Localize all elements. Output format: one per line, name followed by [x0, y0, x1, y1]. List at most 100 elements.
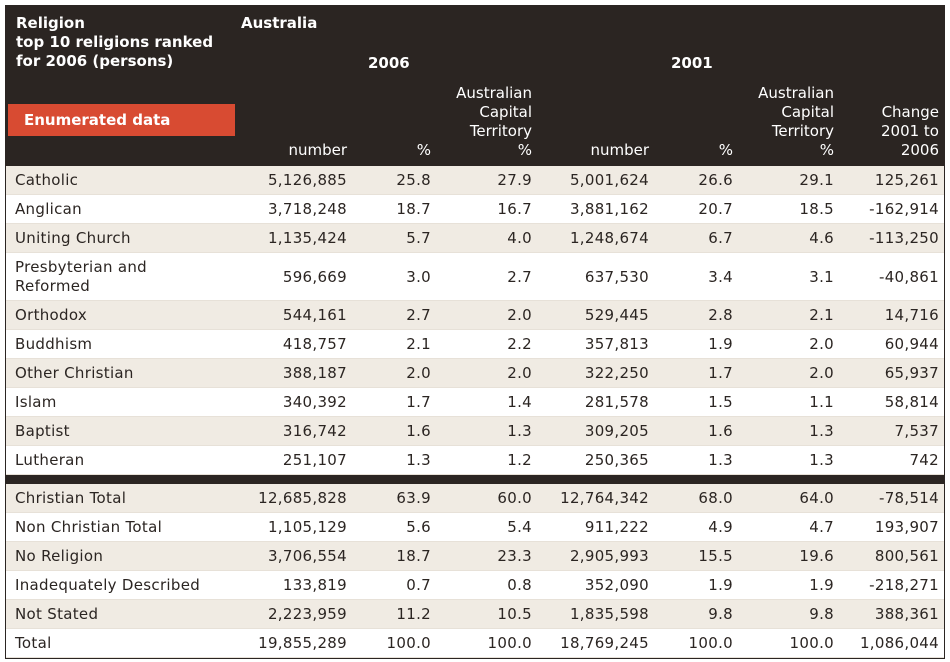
row-label: Catholic	[15, 171, 79, 189]
cell-number-2001: 2,905,993	[569, 547, 649, 565]
col-header-line: %	[819, 141, 834, 159]
table-row: Buddhism 418,757 2.1 2.2 357,813 1.9 2.0 60,944	[6, 330, 944, 359]
table-row: Not Stated 2,223,959 11.2 10.5 1,835,598 9.8 9…	[6, 600, 944, 629]
row-label: Not Stated	[15, 605, 99, 623]
cell-act-pct-2001: 2.0	[809, 335, 834, 353]
cell-act-pct-2006: 2.7	[507, 268, 532, 286]
cell-number-2006: 596,669	[282, 268, 347, 286]
cell-act-pct-2006: 100.0	[487, 634, 532, 652]
cell-pct-2006: 1.7	[406, 393, 431, 411]
cell-act-pct-2001: 9.8	[809, 605, 834, 623]
title-line: top 10 religions ranked	[16, 33, 214, 51]
cell-change: -218,271	[869, 576, 939, 594]
cell-change: 14,716	[884, 306, 939, 324]
cell-pct-2006: 1.6	[406, 422, 431, 440]
cell-act-pct-2001: 1.9	[809, 576, 834, 594]
enumerated-data-badge: Enumerated data	[8, 104, 235, 136]
title-line: for 2006 (persons)	[16, 52, 174, 70]
cell-pct-2006: 63.9	[396, 489, 431, 507]
cell-number-2006: 1,135,424	[267, 229, 347, 247]
cell-pct-2006: 100.0	[386, 634, 431, 652]
col-header-act-2006: Australian Capital Territory %	[456, 84, 532, 160]
table-row: Anglican 3,718,248 18.7 16.7 3,881,162 20.7 18…	[6, 195, 944, 224]
cell-act-pct-2006: 1.3	[507, 422, 532, 440]
region-label: Australia	[241, 14, 318, 32]
cell-pct-2006: 3.0	[406, 268, 431, 286]
cell-act-pct-2001: 3.1	[809, 268, 834, 286]
cell-number-2006: 3,718,248	[267, 200, 347, 218]
cell-act-pct-2001: 18.5	[799, 200, 834, 218]
cell-number-2006: 2,223,959	[267, 605, 347, 623]
col-header-pct-2006: %	[416, 141, 431, 159]
cell-pct-2001: 1.3	[708, 451, 733, 469]
row-label: Buddhism	[15, 335, 93, 353]
table-row: Uniting Church 1,135,424 5.7 4.0 1,248,674 6.…	[6, 224, 944, 253]
cell-act-pct-2006: 2.0	[507, 364, 532, 382]
row-label: Orthodox	[15, 306, 88, 324]
col-header-line: 2001 to	[880, 122, 939, 140]
cell-act-pct-2001: 4.7	[809, 518, 834, 536]
cell-act-pct-2006: 10.5	[497, 605, 532, 623]
cell-pct-2001: 1.5	[708, 393, 733, 411]
cell-pct-2001: 4.9	[708, 518, 733, 536]
cell-act-pct-2001: 29.1	[799, 171, 834, 189]
cell-pct-2001: 26.6	[698, 171, 733, 189]
cell-pct-2001: 9.8	[708, 605, 733, 623]
row-label: Islam	[15, 393, 57, 411]
cell-pct-2001: 6.7	[708, 229, 733, 247]
table-row: Christian Total 12,685,828 63.9 60.0 12,764,…	[6, 484, 944, 513]
cell-act-pct-2006: 23.3	[497, 547, 532, 565]
cell-pct-2006: 2.7	[406, 306, 431, 324]
col-header-line: Territory	[469, 122, 532, 140]
cell-act-pct-2001: 4.6	[809, 229, 834, 247]
col-header-line: Australian	[758, 84, 834, 102]
cell-act-pct-2001: 1.3	[809, 451, 834, 469]
cell-number-2001: 250,365	[584, 451, 649, 469]
cell-act-pct-2006: 5.4	[507, 518, 532, 536]
cell-number-2006: 316,742	[282, 422, 347, 440]
cell-act-pct-2001: 2.0	[809, 364, 834, 382]
cell-change: -40,861	[879, 268, 939, 286]
table-body: Catholic 5,126,885 25.8 27.9 5,001,624 26.6 29…	[6, 166, 944, 658]
cell-change: 193,907	[874, 518, 939, 536]
cell-act-pct-2001: 2.1	[809, 306, 834, 324]
cell-change: -78,514	[879, 489, 939, 507]
table-row: Orthodox 544,161 2.7 2.0 529,445 2.8 2.1 14,716	[6, 301, 944, 330]
table-row: Catholic 5,126,885 25.8 27.9 5,001,624 26.6 29…	[6, 166, 944, 195]
table-row: Islam 340,392 1.7 1.4 281,578 1.5 1.1 58,814	[6, 388, 944, 417]
cell-number-2001: 357,813	[584, 335, 649, 353]
table-title: Religion top 10 religions ranked for 200…	[16, 14, 246, 71]
cell-act-pct-2006: 60.0	[497, 489, 532, 507]
cell-act-pct-2006: 2.0	[507, 306, 532, 324]
row-label: Uniting Church	[15, 229, 131, 247]
row-label: Lutheran	[15, 451, 85, 469]
col-header-line: Australian	[456, 84, 532, 102]
table-row: Baptist 316,742 1.6 1.3 309,205 1.6 1.3 7,537	[6, 417, 944, 446]
cell-change: 60,944	[884, 335, 939, 353]
cell-pct-2006: 5.6	[406, 518, 431, 536]
row-label: Non Christian Total	[15, 518, 163, 536]
row-label: Other Christian	[15, 364, 134, 382]
cell-number-2001: 309,205	[584, 422, 649, 440]
cell-pct-2006: 2.1	[406, 335, 431, 353]
cell-number-2001: 911,222	[584, 518, 649, 536]
cell-change: 7,537	[894, 422, 939, 440]
cell-number-2006: 544,161	[282, 306, 347, 324]
table-row: No Religion 3,706,554 18.7 23.3 2,905,993 15.…	[6, 542, 944, 571]
table-row: Non Christian Total 1,105,129 5.6 5.4 911,22…	[6, 513, 944, 542]
cell-act-pct-2001: 1.3	[809, 422, 834, 440]
cell-number-2006: 19,855,289	[258, 634, 347, 652]
cell-act-pct-2006: 27.9	[497, 171, 532, 189]
cell-pct-2006: 18.7	[396, 547, 431, 565]
cell-number-2001: 3,881,162	[569, 200, 649, 218]
year-2006-label: 2006	[368, 54, 410, 72]
cell-act-pct-2006: 2.2	[507, 335, 532, 353]
year-2001-label: 2001	[671, 54, 713, 72]
row-label: Christian Total	[15, 489, 127, 507]
cell-change: 58,814	[884, 393, 939, 411]
cell-number-2006: 133,819	[282, 576, 347, 594]
cell-pct-2006: 25.8	[396, 171, 431, 189]
cell-change: 65,937	[884, 364, 939, 382]
cell-number-2006: 340,392	[282, 393, 347, 411]
cell-act-pct-2006: 4.0	[507, 229, 532, 247]
